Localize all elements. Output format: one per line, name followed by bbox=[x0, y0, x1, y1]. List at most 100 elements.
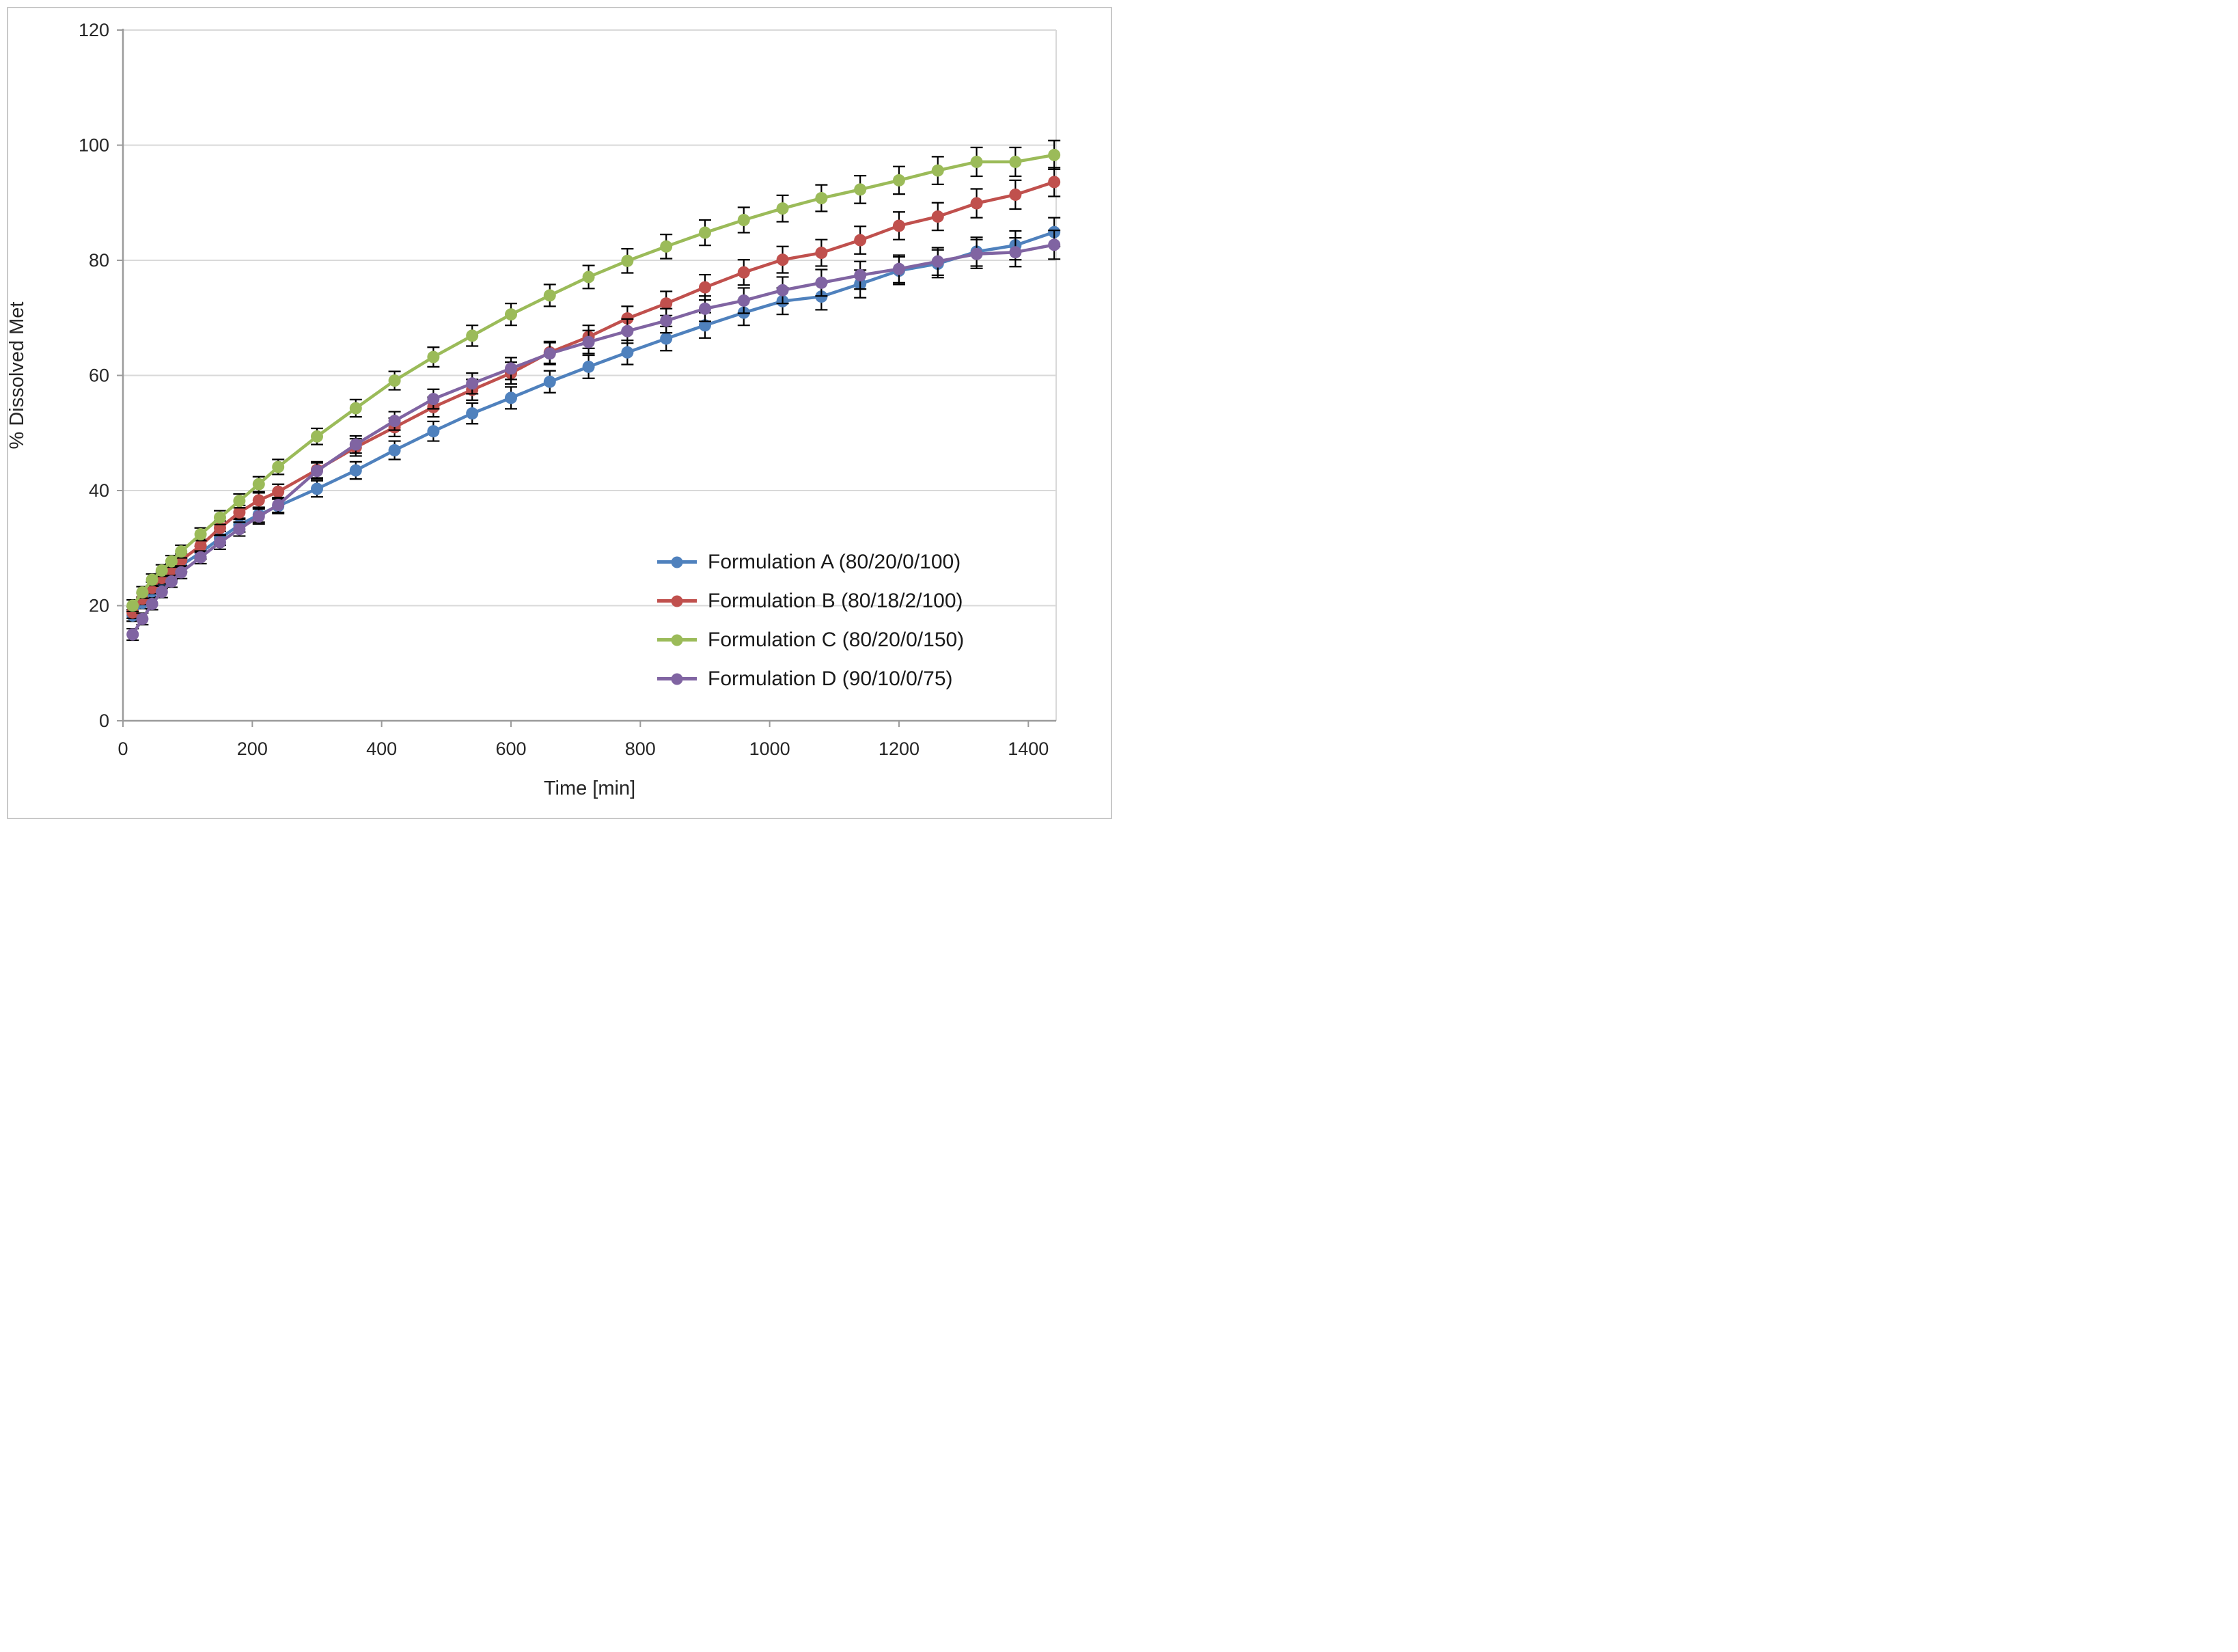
data-point-marker bbox=[892, 219, 905, 232]
data-point-marker bbox=[815, 192, 828, 205]
data-point-marker bbox=[504, 391, 517, 404]
legend-line-marker bbox=[657, 595, 697, 607]
y-tick-label: 60 bbox=[89, 366, 109, 386]
data-point-marker bbox=[1048, 238, 1061, 251]
data-point-marker bbox=[466, 329, 479, 342]
legend-item-formulation-d: Formulation D (90/10/0/75) bbox=[657, 659, 964, 698]
data-point-marker bbox=[175, 545, 188, 558]
x-axis-title: Time [min] bbox=[544, 777, 635, 799]
x-tick-label: 0 bbox=[118, 739, 128, 759]
data-point-marker bbox=[165, 575, 178, 588]
data-point-marker bbox=[252, 494, 265, 507]
data-point-marker bbox=[543, 289, 556, 302]
y-tick-label: 40 bbox=[89, 480, 109, 501]
data-point-marker bbox=[233, 506, 246, 519]
data-point-marker bbox=[621, 254, 634, 267]
data-point-marker bbox=[427, 425, 440, 438]
data-point-marker bbox=[737, 294, 750, 307]
data-point-marker bbox=[272, 485, 285, 498]
data-point-marker bbox=[854, 269, 867, 281]
x-tick-label: 1400 bbox=[1008, 739, 1049, 759]
data-point-marker bbox=[155, 564, 168, 577]
data-point-marker bbox=[815, 247, 828, 260]
dissolution-chart-figure: 0 20 40 60 80 100 120 0 200 400 600 800 1000 1200 1400… bbox=[0, 0, 1119, 826]
data-point-marker bbox=[582, 271, 595, 284]
data-point-marker bbox=[854, 183, 867, 196]
series-d bbox=[126, 230, 1061, 642]
data-point-marker bbox=[349, 402, 362, 415]
y-tick-label: 100 bbox=[79, 135, 109, 156]
legend-label: Formulation A (80/20/0/100) bbox=[708, 550, 961, 573]
x-tick-label: 800 bbox=[625, 739, 656, 759]
data-point-marker bbox=[931, 255, 944, 268]
data-point-marker bbox=[349, 464, 362, 477]
x-tick-label: 1200 bbox=[879, 739, 920, 759]
x-tick-label: 400 bbox=[366, 739, 397, 759]
data-point-marker bbox=[194, 551, 207, 564]
data-point-marker bbox=[388, 374, 401, 387]
x-tick-label: 200 bbox=[237, 739, 268, 759]
data-point-marker bbox=[233, 523, 246, 536]
data-point-marker bbox=[698, 302, 711, 315]
axes bbox=[117, 29, 1056, 727]
data-point-marker bbox=[126, 628, 139, 641]
legend-dot bbox=[671, 673, 683, 685]
data-point-marker bbox=[970, 155, 983, 168]
data-point-marker bbox=[621, 346, 634, 359]
data-point-marker bbox=[146, 573, 158, 586]
data-point-marker bbox=[892, 174, 905, 187]
data-point-marker bbox=[272, 460, 285, 473]
legend-label: Formulation B (80/18/2/100) bbox=[708, 589, 963, 612]
data-point-marker bbox=[1009, 188, 1022, 201]
legend-item-formulation-b: Formulation B (80/18/2/100) bbox=[657, 581, 964, 620]
data-point-marker bbox=[660, 297, 673, 310]
series-c bbox=[126, 139, 1061, 613]
data-point-marker bbox=[543, 375, 556, 388]
data-point-marker bbox=[776, 253, 789, 266]
chart-legend: Formulation A (80/20/0/100) Formulation … bbox=[657, 542, 964, 698]
data-point-marker bbox=[737, 214, 750, 227]
legend-item-formulation-c: Formulation C (80/20/0/150) bbox=[657, 620, 964, 659]
data-point-marker bbox=[776, 202, 789, 215]
data-point-marker bbox=[136, 586, 149, 599]
data-point-marker bbox=[660, 240, 673, 253]
data-point-marker bbox=[582, 360, 595, 373]
data-point-marker bbox=[854, 234, 867, 247]
legend-dot bbox=[671, 556, 683, 568]
data-point-marker bbox=[660, 314, 673, 327]
data-point-marker bbox=[737, 266, 750, 279]
data-point-marker bbox=[310, 482, 323, 495]
legend-item-formulation-a: Formulation A (80/20/0/100) bbox=[657, 542, 964, 581]
data-point-marker bbox=[660, 332, 673, 345]
data-point-marker bbox=[698, 319, 711, 332]
data-point-marker bbox=[194, 539, 207, 552]
data-point-marker bbox=[126, 599, 139, 612]
legend-line-marker bbox=[657, 634, 697, 646]
legend-label: Formulation D (90/10/0/75) bbox=[708, 667, 953, 690]
x-tick-label: 1000 bbox=[749, 739, 790, 759]
data-point-marker bbox=[1009, 246, 1022, 259]
data-point-marker bbox=[155, 586, 168, 598]
data-point-marker bbox=[310, 465, 323, 478]
data-point-marker bbox=[1048, 176, 1061, 189]
data-point-marker bbox=[970, 247, 983, 260]
data-point-marker bbox=[698, 281, 711, 294]
data-point-marker bbox=[146, 597, 158, 610]
data-point-marker bbox=[252, 510, 265, 523]
data-point-marker bbox=[252, 478, 265, 491]
data-point-marker bbox=[504, 362, 517, 375]
data-point-marker bbox=[310, 430, 323, 443]
data-point-marker bbox=[388, 415, 401, 428]
y-tick-label: 20 bbox=[89, 596, 109, 616]
data-point-marker bbox=[931, 164, 944, 177]
data-point-marker bbox=[1009, 155, 1022, 168]
data-point-marker bbox=[175, 566, 188, 579]
y-axis-title: % Dissolved Met bbox=[6, 302, 28, 450]
data-point-marker bbox=[970, 197, 983, 210]
y-tick-label: 120 bbox=[79, 20, 109, 40]
y-tick-label: 80 bbox=[89, 250, 109, 271]
legend-dot bbox=[671, 634, 683, 646]
data-point-marker bbox=[582, 335, 595, 348]
data-point-marker bbox=[136, 612, 149, 625]
